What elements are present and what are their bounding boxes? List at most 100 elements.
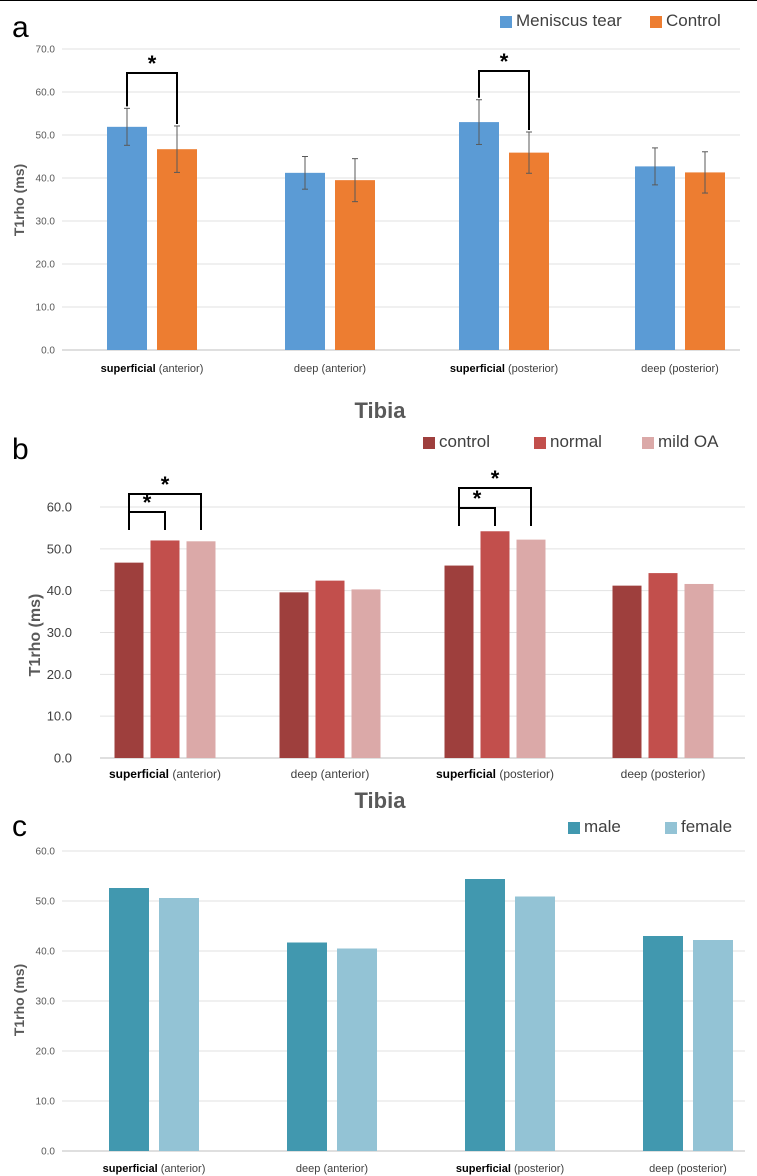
chart-title: Tibia — [355, 398, 407, 423]
bar-meniscus-tear — [459, 122, 499, 350]
bar-female — [337, 948, 377, 1151]
panel-label: c — [12, 810, 27, 843]
bar-control — [335, 180, 375, 350]
y-tick-label: 10.0 — [36, 1097, 56, 1108]
significance-bracket — [128, 493, 202, 530]
y-tick-label: 60.0 — [36, 88, 56, 99]
y-tick-label: 50.0 — [47, 541, 72, 556]
bar-control — [444, 565, 474, 758]
bar-control — [279, 592, 309, 758]
significance-star: * — [500, 49, 509, 74]
significance-star: * — [143, 490, 152, 515]
bar-meniscus-tear — [635, 166, 675, 350]
bar-mild-oa — [351, 589, 381, 758]
error-bar — [124, 107, 130, 146]
y-tick-label: 40.0 — [36, 174, 56, 185]
x-tick-label-bold: superficial — [109, 767, 169, 781]
y-tick-label: 20.0 — [36, 260, 56, 271]
x-tick-label-rest: (anterior) — [169, 767, 221, 781]
y-tick-label: 50.0 — [36, 131, 56, 142]
error-bar — [702, 151, 708, 194]
chart-panel-c: c 0.0 10.0 20.0 30.0 40.0 50.0 60.0 T1rho (ms) su… — [11, 810, 745, 1175]
chart-title: Tibia — [355, 788, 407, 813]
error-bar — [174, 125, 180, 173]
x-tick-label: superficial (anterior) — [103, 1163, 206, 1175]
error-bar — [352, 158, 358, 203]
bar-normal — [648, 573, 678, 758]
legend-label: control — [439, 432, 490, 451]
bracket-line — [126, 72, 178, 124]
x-tick-label: superficial (posterior) — [456, 1163, 564, 1175]
legend-label: female — [681, 817, 732, 836]
bar-male — [287, 942, 327, 1151]
y-tick-label: 20.0 — [36, 1047, 56, 1058]
significance-bracket — [126, 72, 178, 124]
x-tick-label-rest: deep (posterior) — [649, 1163, 727, 1175]
significance-star: * — [473, 486, 482, 511]
y-tick-label: 30.0 — [36, 997, 56, 1008]
x-tick-label: deep (posterior) — [649, 1163, 727, 1175]
y-tick-label: 0.0 — [41, 1147, 55, 1158]
x-tick-label-rest: (anterior) — [156, 363, 204, 375]
x-tick-label-rest: deep (posterior) — [641, 363, 719, 375]
legend-label: normal — [550, 432, 602, 451]
significance-star: * — [161, 472, 170, 497]
x-tick-label-rest: (posterior) — [496, 767, 554, 781]
panel-label: b — [12, 433, 29, 466]
panel-label: a — [12, 11, 29, 44]
legend-swatch — [423, 437, 435, 449]
x-tick-label-rest: (posterior) — [505, 363, 558, 375]
x-tick-label: deep (posterior) — [641, 363, 719, 375]
x-tick-label: deep (anterior) — [294, 363, 366, 375]
bar-male — [465, 879, 505, 1151]
legend-swatch — [650, 16, 662, 28]
x-tick-label: deep (anterior) — [296, 1163, 368, 1175]
legend-label: Control — [666, 11, 721, 30]
significance-bracket — [478, 70, 530, 130]
x-tick-label-rest: deep (anterior) — [294, 363, 366, 375]
x-tick-label-rest: deep (anterior) — [291, 767, 370, 781]
bracket-line — [128, 493, 202, 530]
chart-panel-b: b 0.0 10.0 20.0 30.0 40.0 50.0 60.0 T1rho (ms) su… — [12, 432, 745, 781]
bar-normal — [315, 580, 345, 758]
bar-meniscus-tear — [107, 126, 147, 350]
bar-control — [685, 172, 725, 350]
significance-star: * — [148, 51, 157, 76]
bar-control — [509, 152, 549, 350]
bar-female — [159, 898, 199, 1151]
x-tick-label-rest: deep (anterior) — [296, 1163, 368, 1175]
y-tick-label: 50.0 — [36, 897, 56, 908]
x-tick-label-bold: superficial — [436, 767, 496, 781]
significance-bracket — [458, 487, 532, 526]
y-axis-label: T1rho (ms) — [11, 964, 27, 1036]
legend-swatch — [665, 822, 677, 834]
error-bar — [652, 147, 658, 186]
bar-mild-oa — [186, 541, 216, 758]
bar-normal — [150, 540, 180, 758]
error-bar — [302, 156, 308, 190]
legend-label: Meniscus tear — [516, 11, 622, 30]
bar-female — [693, 940, 733, 1151]
legend-swatch — [534, 437, 546, 449]
bar-meniscus-tear — [285, 172, 325, 350]
bar-mild-oa — [516, 539, 546, 758]
error-bar — [476, 99, 482, 145]
legend-label: male — [584, 817, 621, 836]
bar-male — [643, 936, 683, 1151]
bracket-line — [478, 70, 530, 130]
y-tick-label: 40.0 — [36, 947, 56, 958]
bar-control — [612, 585, 642, 758]
x-tick-label: deep (posterior) — [621, 767, 706, 781]
legend-swatch — [500, 16, 512, 28]
y-tick-label: 30.0 — [36, 217, 56, 228]
x-tick-label: superficial (posterior) — [450, 363, 558, 375]
x-tick-label-rest: (posterior) — [511, 1163, 564, 1175]
bar-mild-oa — [684, 583, 714, 758]
legend-swatch — [642, 437, 654, 449]
bar-control — [157, 149, 197, 350]
y-tick-label: 20.0 — [47, 667, 72, 682]
significance-star: * — [491, 466, 500, 491]
bar-control — [114, 562, 144, 758]
y-tick-label: 30.0 — [47, 625, 72, 640]
y-tick-label: 0.0 — [41, 346, 55, 357]
